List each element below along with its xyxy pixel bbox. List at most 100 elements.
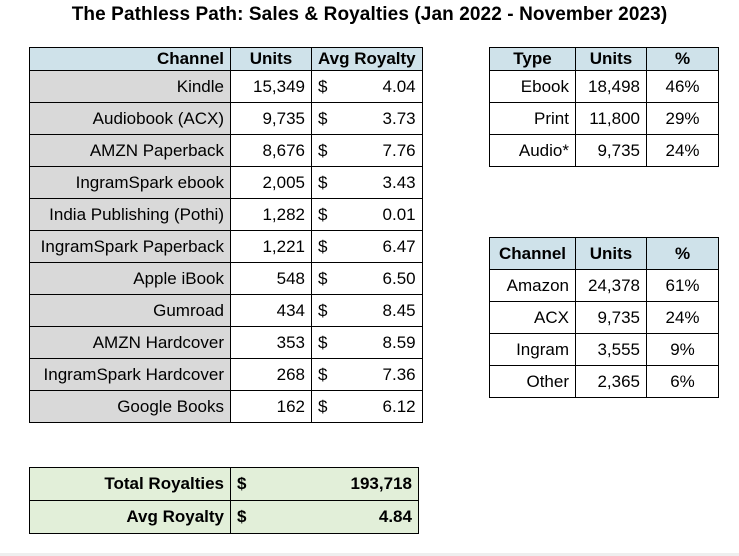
currency-cell: $: [311, 230, 332, 263]
units-cell: 548: [230, 262, 312, 295]
table-row: Print 11,800 29%: [489, 102, 719, 135]
table-header-row: Channel Units %: [489, 237, 719, 270]
channel-cell: IngramSpark Hardcover: [29, 358, 231, 391]
avg-royalty-label: Avg Royalty: [29, 500, 231, 534]
currency-cell: $: [311, 198, 332, 231]
currency-cell: $: [311, 294, 332, 327]
column-header-percent: %: [646, 237, 719, 270]
channel-cell: India Publishing (Pothi): [29, 198, 231, 231]
channel-cell: AMZN Hardcover: [29, 326, 231, 359]
page-title: The Pathless Path: Sales & Royalties (Ja…: [71, 4, 668, 25]
percent-cell: 6%: [646, 365, 719, 398]
units-cell: 8,676: [230, 134, 312, 167]
units-cell: 24,378: [575, 269, 647, 302]
type-summary-rows: Ebook 18,498 46% Print 11,800 29% Audio* 9,735 2…: [489, 70, 719, 167]
units-cell: 9,735: [575, 134, 647, 167]
avg-royalty-cell: 8.59: [331, 326, 423, 359]
units-cell: 18,498: [575, 70, 647, 103]
percent-cell: 29%: [646, 102, 719, 135]
currency-cell: $: [311, 134, 332, 167]
percent-cell: 61%: [646, 269, 719, 302]
table-row: ACX 9,735 24%: [489, 301, 719, 334]
currency-cell: $: [311, 102, 332, 135]
channel-cell: Kindle: [29, 70, 231, 103]
units-cell: 162: [230, 390, 312, 423]
units-cell: 2,005: [230, 166, 312, 199]
currency-cell: $: [311, 358, 332, 391]
avg-royalty-cell: 7.76: [331, 134, 423, 167]
units-cell: 268: [230, 358, 312, 391]
units-cell: 2,365: [575, 365, 647, 398]
percent-cell: 24%: [646, 301, 719, 334]
units-cell: 434: [230, 294, 312, 327]
label-cell: Other: [489, 365, 576, 398]
label-cell: ACX: [489, 301, 576, 334]
percent-cell: 24%: [646, 134, 719, 167]
units-cell: 9,735: [575, 301, 647, 334]
table-row: IngramSpark ebook 2,005 $3.43: [29, 166, 423, 199]
table-row: Gumroad 434 $8.45: [29, 294, 423, 327]
label-cell: Ebook: [489, 70, 576, 103]
label-cell: Print: [489, 102, 576, 135]
channel-cell: IngramSpark Paperback: [29, 230, 231, 263]
avg-royalty-cell: 3.43: [331, 166, 423, 199]
type-summary-table: Type Units % Ebook 18,498 46% Print 11,800 29…: [489, 47, 719, 167]
units-cell: 1,221: [230, 230, 312, 263]
table-row: Kindle 15,349 $4.04: [29, 70, 423, 103]
channel-cell: AMZN Paperback: [29, 134, 231, 167]
currency-cell: $: [311, 70, 332, 103]
column-header-units: Units: [575, 47, 647, 71]
avg-royalty-cell: 7.36: [331, 358, 423, 391]
avg-royalty-cell: 8.45: [331, 294, 423, 327]
column-header-avg-royalty: Avg Royalty: [311, 47, 423, 71]
avg-royalty-value: 4.84: [252, 500, 419, 534]
total-royalties-label: Total Royalties: [29, 467, 231, 501]
avg-royalty-cell: 6.47: [331, 230, 423, 263]
currency-cell: $: [311, 166, 332, 199]
units-cell: 3,555: [575, 333, 647, 366]
column-header-channel: Channel: [29, 47, 231, 71]
channel-cell: Google Books: [29, 390, 231, 423]
totals-table: Total Royalties $ 193,718 Avg Royalty $ …: [29, 467, 419, 534]
avg-royalty-cell: 3.73: [331, 102, 423, 135]
column-header-units: Units: [575, 237, 647, 270]
label-cell: Amazon: [489, 269, 576, 302]
units-cell: 15,349: [230, 70, 312, 103]
units-cell: 9,735: [230, 102, 312, 135]
table-row: Amazon 24,378 61%: [489, 269, 719, 302]
column-header-percent: %: [646, 47, 719, 71]
avg-royalty-cell: 0.01: [331, 198, 423, 231]
channel-cell: Apple iBook: [29, 262, 231, 295]
table-row: Apple iBook 548 $6.50: [29, 262, 423, 295]
label-cell: Audio*: [489, 134, 576, 167]
table-row: IngramSpark Hardcover 268 $7.36: [29, 358, 423, 391]
table-row: India Publishing (Pothi) 1,282 $0.01: [29, 198, 423, 231]
currency-cell: $: [311, 326, 332, 359]
table-header-row: Channel Units Avg Royalty: [29, 47, 423, 71]
channel-summary-table: Channel Units % Amazon 24,378 61% ACX 9,735 2…: [489, 237, 719, 398]
channel-cell: Gumroad: [29, 294, 231, 327]
channel-summary-rows: Amazon 24,378 61% ACX 9,735 24% Ingram 3,555 9% O…: [489, 269, 719, 398]
total-royalties-row: Total Royalties $ 193,718: [29, 467, 419, 501]
table-row: Ebook 18,498 46%: [489, 70, 719, 103]
total-royalties-value: 193,718: [252, 467, 419, 501]
channel-cell: IngramSpark ebook: [29, 166, 231, 199]
units-cell: 1,282: [230, 198, 312, 231]
column-header-units: Units: [230, 47, 312, 71]
currency-cell: $: [311, 390, 332, 423]
avg-royalty-cell: 6.12: [331, 390, 423, 423]
table-row: Audiobook (ACX) 9,735 $3.73: [29, 102, 423, 135]
total-royalties-currency: $: [230, 467, 253, 501]
channel-cell: Audiobook (ACX): [29, 102, 231, 135]
channel-royalty-table: Channel Units Avg Royalty Kindle 15,349 $4…: [29, 47, 423, 423]
column-header-type: Type: [489, 47, 576, 71]
units-cell: 353: [230, 326, 312, 359]
table-row: AMZN Paperback 8,676 $7.76: [29, 134, 423, 167]
percent-cell: 46%: [646, 70, 719, 103]
avg-royalty-cell: 4.04: [331, 70, 423, 103]
table-row: Ingram 3,555 9%: [489, 333, 719, 366]
avg-royalty-row: Avg Royalty $ 4.84: [29, 500, 419, 534]
label-cell: Ingram: [489, 333, 576, 366]
table-row: Audio* 9,735 24%: [489, 134, 719, 167]
bottom-edge: [0, 553, 739, 556]
